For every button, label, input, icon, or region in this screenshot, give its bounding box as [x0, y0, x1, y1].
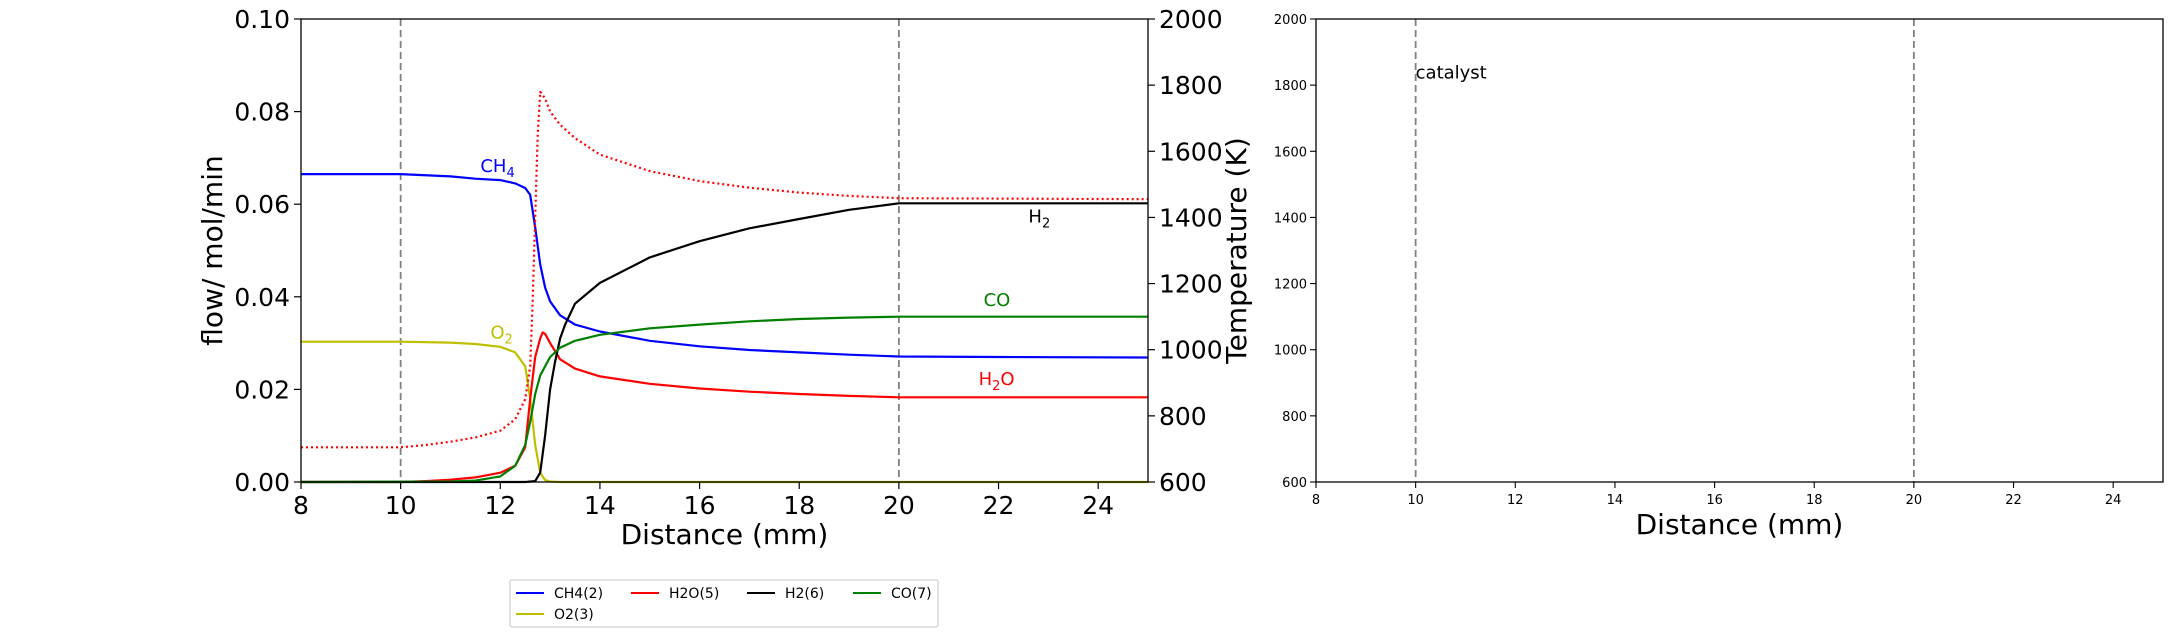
x-tick-label: 8 [293, 491, 309, 520]
x-tick-label: 20 [883, 491, 915, 520]
species-annotation-5: H2O [979, 369, 1015, 394]
x-tick-label: 12 [1507, 493, 1524, 508]
annotation-text: O [490, 322, 504, 343]
plot-frame [1315, 18, 2164, 483]
legend-label: H2(6) [785, 586, 824, 602]
species-annotation-3: H2 [1028, 207, 1050, 232]
y-tick-label: 1000 [1274, 344, 1307, 359]
series-line-2 [301, 340, 1148, 484]
annotation-subscript: 2 [505, 332, 513, 347]
annotation-subscript: 2 [992, 379, 1000, 394]
x-tick-label: 24 [1082, 491, 1114, 520]
y-tick-label: 0.08 [234, 98, 290, 127]
y-tick-label: 1600 [1274, 145, 1307, 160]
y-tick-label: 1400 [1274, 211, 1307, 226]
y2-tick-label: 2000 [1159, 5, 1223, 34]
series-line-5 [300, 315, 1148, 484]
y-tick-label: 0.10 [234, 5, 290, 34]
x-tick-label: 14 [1607, 493, 1624, 508]
catalyst-annotation: catalyst [1416, 63, 1487, 84]
y2-tick-label: 1200 [1159, 270, 1223, 299]
legend: CH4(2) H2O(5) H2(6) CO(7) O2(3) [509, 579, 939, 628]
x-tick-label: 10 [1407, 493, 1424, 508]
y-axis-label: flow/ mol/min [196, 155, 229, 345]
y2-tick-label: 1400 [1159, 203, 1223, 232]
y-tick-label: 1200 [1274, 278, 1307, 293]
y-tick-label: 0.04 [234, 283, 290, 312]
y-tick-label: 800 [1282, 410, 1307, 425]
y-tick-label: 0.06 [234, 190, 290, 219]
x-tick-label: 20 [1906, 493, 1923, 508]
x-tick-label: 10 [385, 491, 417, 520]
y-tick-label: 1800 [1274, 79, 1307, 94]
y2-tick-label: 1600 [1159, 137, 1223, 166]
x-axis-label: Distance (mm) [1636, 508, 1844, 541]
plot-frame [300, 18, 1149, 483]
y-tick-label: 0.02 [234, 375, 290, 404]
x-axis-label: Distance (mm) [621, 518, 829, 551]
x-tick-label: 14 [584, 491, 616, 520]
legend-label: CH4(2) [554, 586, 603, 602]
species-annotation-1: CH4 [480, 156, 514, 181]
y2-tick-label: 600 [1159, 468, 1207, 497]
annotation-text: H [979, 369, 993, 390]
y2-tick-label: 1800 [1159, 71, 1223, 100]
annotation-text-tail: O [1000, 369, 1014, 390]
x-tick-label: 8 [1312, 493, 1320, 508]
annotation-subscript: 2 [1042, 217, 1050, 232]
x-tick-label: 22 [983, 491, 1015, 520]
y2-axis-label: Temperature (K) [1220, 137, 1253, 364]
annotation-text: CO [984, 290, 1011, 311]
annotation-text: H [1028, 207, 1042, 228]
chart-2: 8 10 12 14 16 18 20 22 24 600 800 1000 1200 1400 1600 1… [1274, 13, 2164, 541]
y-tick-label: 600 [1282, 476, 1307, 491]
x-tick-label: 12 [484, 491, 516, 520]
series-line-3 [301, 331, 1148, 484]
legend-label: H2O(5) [669, 586, 719, 602]
x-tick-label: 18 [783, 491, 815, 520]
legend-label: O2(3) [554, 607, 594, 623]
y2-tick-label: 1000 [1159, 336, 1223, 365]
annotation-subscript: 4 [506, 166, 514, 181]
temperature-line [301, 90, 1149, 449]
x-tick-label: 22 [2005, 493, 2022, 508]
legend-frame [509, 579, 939, 628]
legend-label: CO(7) [891, 586, 932, 602]
y2-tick-label: 800 [1159, 402, 1207, 431]
species-annotation-2: O2 [490, 322, 512, 347]
x-tick-label: 16 [684, 491, 716, 520]
x-tick-label: 24 [2105, 493, 2122, 508]
x-tick-label: 18 [1806, 493, 1823, 508]
series-line-1 [301, 173, 1149, 359]
species-annotation-4: CO [984, 290, 1011, 311]
y-tick-label: 0.00 [234, 468, 290, 497]
x-tick-label: 16 [1706, 493, 1723, 508]
chart-1: 8 10 12 14 16 18 20 22 240.000.020.040.060.080.1… [196, 5, 1253, 551]
series-line-4 [301, 202, 1148, 484]
y-tick-label: 2000 [1274, 13, 1307, 28]
annotation-text: CH [480, 156, 506, 177]
